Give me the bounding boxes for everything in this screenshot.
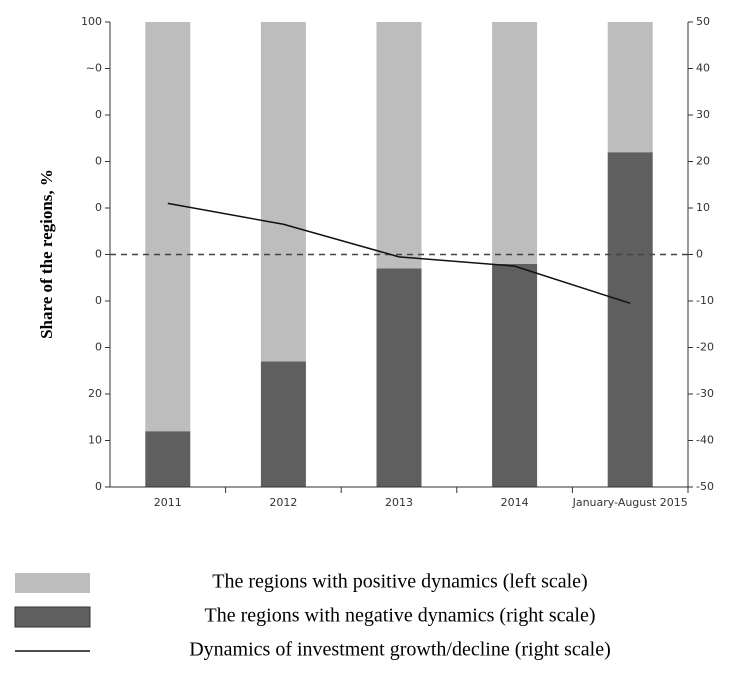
y2-tick-label: -40 [696,434,714,447]
y-tick-label: ~0 [86,62,102,75]
y2-tick-label: 40 [696,62,710,75]
y-tick-label: 20 [88,387,102,400]
y-tick-label: 10 [88,434,102,447]
y2-tick-label: -20 [696,341,714,354]
y2-tick-label: -50 [696,480,714,493]
line-series [167,202,631,305]
bar [607,152,653,487]
y-tick-label: 0 [95,480,102,493]
y-tick-label: 0 [95,294,102,307]
bar [145,22,191,432]
bar [376,268,422,487]
y2-tick-label: 30 [696,108,710,121]
bar [145,431,191,487]
y-tick-label: 0 [95,201,102,214]
y2-tick-label: 10 [696,201,710,214]
y2-tick-label: -30 [696,387,714,400]
legend-label: Dynamics of investment growth/decline (r… [189,639,611,661]
bar [376,22,422,269]
legend-label: The regions with negative dynamics (righ… [205,605,596,627]
bar [260,361,306,487]
y2-tick-label: 20 [696,155,710,168]
bar [492,263,538,487]
bar [607,22,653,153]
y2-tick-label: -10 [696,294,714,307]
bar [492,22,538,264]
y-tick-label: 0 [95,108,102,121]
bar [260,22,306,362]
x-tick-label: 2013 [385,496,413,509]
y-tick-label: 0 [95,248,102,261]
y-tick-label: 100 [81,15,102,28]
x-tick-label: January-August 2015 [572,496,688,509]
y-tick-label: 0 [95,341,102,354]
legend-swatch [15,573,90,593]
x-tick-label: 2011 [154,496,182,509]
y2-tick-label: 50 [696,15,710,28]
y2-tick-label: 0 [696,248,703,261]
y-tick-label: 0 [95,155,102,168]
legend-label: The regions with positive dynamics (left… [212,571,587,593]
legend-swatch [14,606,91,628]
x-tick-label: 2012 [269,496,297,509]
x-tick-label: 2014 [501,496,529,509]
y-axis-label: Share of the regions, % [37,169,56,339]
